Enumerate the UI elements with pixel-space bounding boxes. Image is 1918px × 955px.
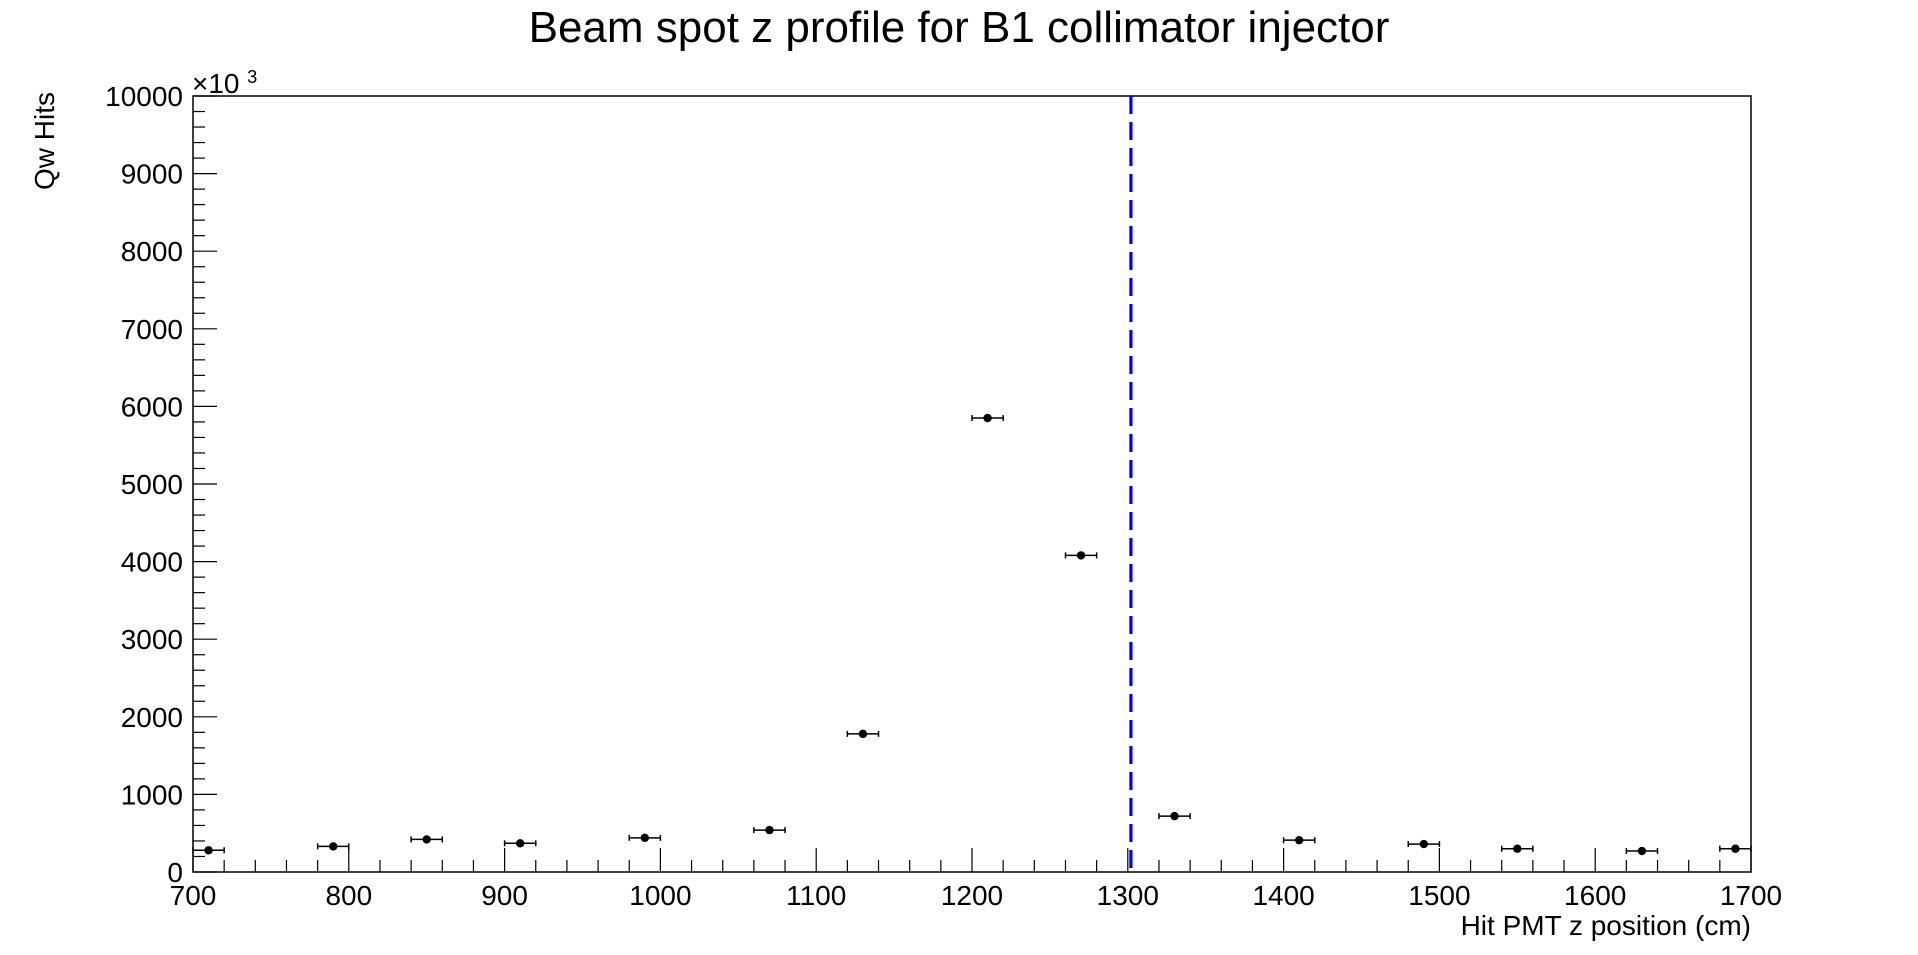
x-tick-label: 1400	[1252, 880, 1314, 911]
data-point-12	[1513, 844, 1522, 853]
x-tick-label: 1200	[941, 880, 1003, 911]
y-tick-label: 9000	[121, 159, 183, 190]
y-axis-multiplier-base: ×10	[192, 68, 240, 99]
data-point-7	[983, 413, 992, 423]
data-point-8	[1076, 551, 1086, 560]
plot-area: 700 800 900 1000 1100 1200 1300 1400 1500 1600 170…	[105, 81, 1782, 911]
x-tick-label: 800	[325, 880, 372, 911]
data-point-14	[1731, 844, 1740, 853]
x-tick-label: 1600	[1564, 880, 1626, 911]
y-tick-label: 6000	[121, 391, 183, 422]
x-tick-label: 1000	[629, 880, 691, 911]
data-point-2	[422, 835, 431, 844]
y-axis-multiplier-exponent: 3	[247, 67, 257, 87]
data-point-1	[329, 842, 338, 851]
x-tick-label: 1300	[1097, 880, 1159, 911]
data-point-0	[204, 846, 213, 855]
data-point-10	[1294, 835, 1304, 845]
data-point-11	[1419, 839, 1429, 849]
data-point-5	[765, 825, 774, 835]
x-tick-label: 700	[170, 880, 217, 911]
x-axis-label: Hit PMT z position (cm)	[1461, 910, 1751, 941]
data-point-6	[858, 729, 868, 739]
x-tick-label: 900	[481, 880, 528, 911]
y-tick-label: 8000	[121, 236, 183, 267]
y-tick-label: 0	[167, 857, 183, 888]
y-axis-label: Qw Hits	[29, 92, 60, 190]
x-tick-label: 1500	[1408, 880, 1470, 911]
x-tick-label: 1700	[1720, 880, 1782, 911]
y-tick-label: 1000	[121, 779, 183, 810]
y-axis-multiplier: ×10 3	[192, 67, 257, 99]
y-tick-label: 4000	[121, 547, 183, 578]
data-point-13	[1637, 846, 1647, 856]
chart-title: Beam spot z profile for B1 collimator in…	[529, 3, 1390, 52]
y-tick-label: 10000	[105, 81, 183, 112]
x-tick-label: 1100	[786, 880, 846, 911]
y-tick-label: 2000	[121, 702, 183, 733]
data-point-4	[640, 833, 650, 843]
data-point-3	[515, 839, 525, 848]
y-tick-label: 7000	[121, 314, 183, 345]
data-point-9	[1170, 811, 1179, 821]
y-tick-label: 5000	[121, 469, 183, 500]
y-tick-label: 3000	[121, 624, 183, 655]
